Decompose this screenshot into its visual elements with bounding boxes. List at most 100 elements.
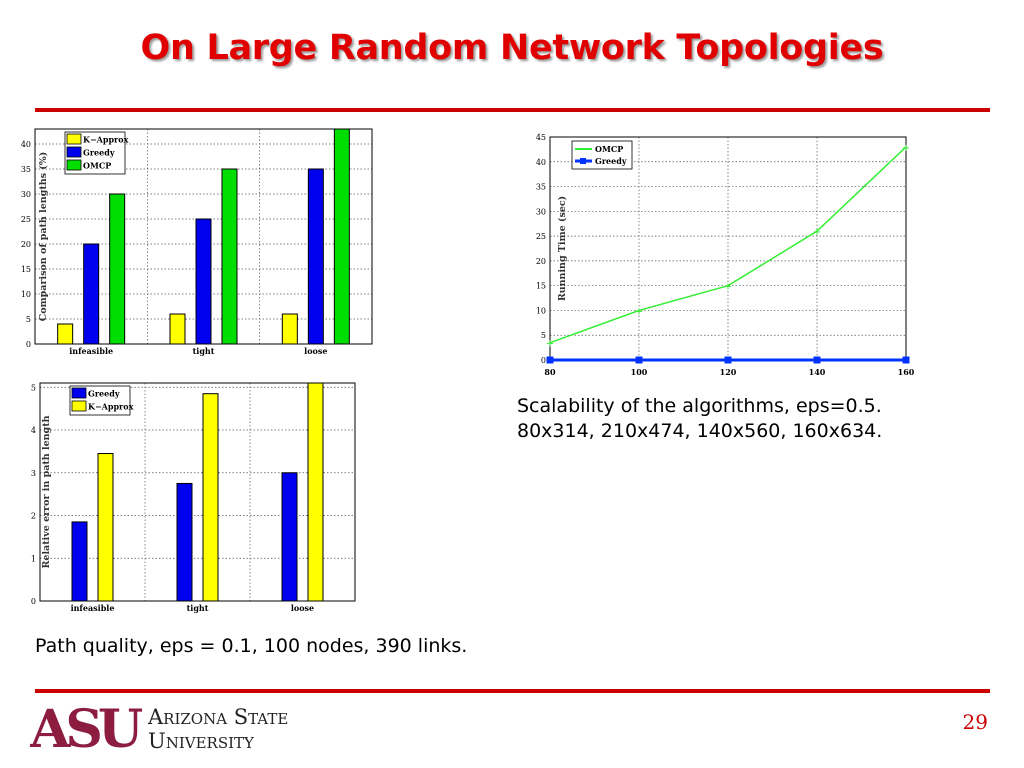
legend: Greedy K−Approx [69, 385, 134, 416]
bar-k-approx [169, 313, 186, 345]
legend-label: K−Approx [88, 402, 134, 412]
legend-marker [580, 158, 586, 164]
path-quality-caption: Path quality, eps = 0.1, 100 nodes, 390 … [35, 635, 468, 657]
y-tick-label: 30 [536, 207, 546, 216]
data-point-greedy [546, 356, 554, 364]
y-tick-label: 25 [536, 232, 546, 241]
y-tick-label: 20 [536, 257, 546, 266]
y-tick-label: 30 [21, 190, 31, 199]
data-point-omcp: + [635, 306, 643, 317]
legend-label: OMCP [83, 161, 111, 171]
plot-area [40, 383, 355, 601]
legend-swatch [66, 159, 82, 171]
legend-label: Greedy [83, 148, 115, 158]
data-point-greedy [724, 356, 732, 364]
y-tick-label: 0 [26, 340, 31, 349]
bar-greedy [176, 482, 193, 602]
data-point-omcp: + [813, 227, 821, 238]
relative-error-chart: 0 1 2 3 4 5 Relative error in path length infea… [10, 378, 360, 618]
asu-logo-line2: University [148, 729, 255, 753]
top-divider [35, 108, 990, 112]
bar-greedy [71, 521, 88, 602]
bar-k-approx [281, 313, 298, 345]
x-tick-label: loose [304, 346, 327, 356]
bar-k-approx [97, 453, 114, 602]
x-tick-label: 160 [898, 367, 915, 377]
y-axis-label: Comparison of path lengths (%) [38, 152, 49, 322]
bar-omcp [109, 193, 126, 345]
y-tick-label: 40 [536, 158, 546, 167]
y-tick-label: 20 [21, 240, 31, 249]
bar-k-approx [307, 382, 324, 602]
legend-swatch [66, 146, 82, 158]
y-axis-label: Relative error in path length [41, 415, 52, 568]
data-point-omcp: + [902, 143, 910, 154]
y-tick-label: 10 [536, 306, 546, 315]
running-time-chart: 0 5 10 15 20 25 30 35 40 45 Running Time (sec) 80 10… [512, 128, 917, 380]
bar-omcp [333, 128, 350, 345]
slide-title: On Large Random Network Topologies [140, 28, 884, 68]
y-tick-label: 15 [536, 282, 546, 291]
y-tick-label: 15 [21, 265, 31, 274]
y-tick-label: 1 [31, 554, 36, 563]
y-tick-label: 10 [21, 290, 31, 299]
asu-logo-line1: Arizona State [147, 705, 288, 729]
y-tick-label: 5 [31, 383, 36, 392]
y-tick-label: 0 [31, 597, 36, 606]
legend-label: Greedy [88, 389, 120, 399]
y-axis-label: Running Time (sec) [557, 196, 568, 301]
x-tick-label: 120 [720, 367, 737, 377]
path-length-comparison-chart: 0 5 10 15 20 25 30 35 40 Comparison of path lengt… [10, 125, 380, 360]
legend-label: OMCP [595, 144, 623, 154]
data-point-omcp: + [546, 339, 554, 350]
x-tick-label: tight [187, 603, 209, 613]
scalability-caption-line1: Scalability of the algorithms, eps=0.5. [517, 395, 882, 417]
legend: OMCP Greedy [571, 140, 633, 170]
y-tick-label: 5 [541, 331, 546, 340]
series-line-omcp [549, 146, 907, 344]
bottom-divider [35, 689, 990, 693]
y-tick-label: 5 [26, 315, 31, 324]
y-tick-label: 35 [21, 165, 31, 174]
data-point-greedy [902, 356, 910, 364]
x-tick-label: 80 [544, 367, 556, 377]
y-tick-label: 2 [31, 512, 36, 521]
bar-k-approx [57, 323, 74, 345]
data-point-greedy [813, 356, 821, 364]
legend-swatch [66, 133, 82, 145]
scalability-caption: Scalability of the algorithms, eps=0.5. … [517, 394, 882, 444]
asu-logo: ASU Arizona State University [29, 699, 350, 760]
legend-swatch [71, 387, 87, 399]
bar-greedy [195, 218, 212, 345]
bar-greedy [281, 472, 298, 602]
asu-logo-mark: ASU [30, 700, 143, 755]
bar-omcp [221, 168, 238, 345]
scalability-caption-line2: 80x314, 210x474, 140x560, 160x634. [517, 420, 883, 442]
x-tick-label: infeasible [71, 603, 115, 613]
legend-label: Greedy [595, 156, 627, 166]
y-tick-label: 4 [31, 426, 36, 435]
y-tick-label: 45 [536, 133, 546, 142]
y-tick-label: 35 [536, 183, 546, 192]
bar-greedy [307, 168, 324, 345]
x-tick-label: 140 [809, 367, 826, 377]
x-tick-label: loose [291, 603, 314, 613]
legend-label: K−Approx [83, 135, 129, 145]
page-number: 29 [962, 710, 988, 734]
x-tick-label: infeasible [69, 346, 113, 356]
bar-k-approx [202, 393, 219, 602]
plot-frame [34, 128, 373, 345]
plot-frame [39, 382, 356, 602]
y-tick-label: 3 [31, 469, 36, 478]
x-tick-label: tight [193, 346, 215, 356]
y-tick-label: 0 [541, 356, 546, 365]
asu-logo-image: ASU Arizona State University [29, 699, 288, 760]
legend-swatch [71, 400, 87, 412]
data-point-omcp: + [724, 282, 732, 293]
y-tick-label: 25 [21, 215, 31, 224]
legend: K−Approx Greedy OMCP [64, 131, 129, 175]
x-tick-label: 100 [631, 367, 648, 377]
data-point-greedy [635, 356, 643, 364]
y-tick-label: 40 [21, 140, 31, 149]
legend-box [571, 140, 633, 170]
